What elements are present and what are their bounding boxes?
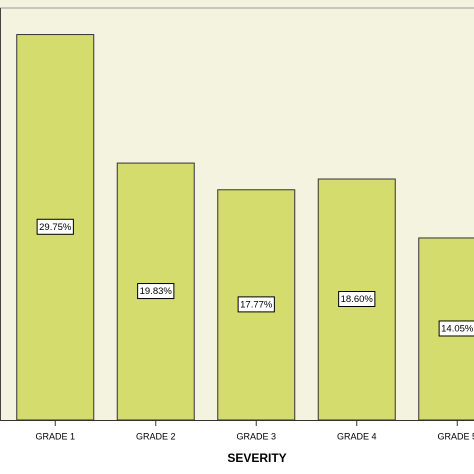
value-label: 18.60% <box>341 294 374 305</box>
value-label-box <box>237 296 275 313</box>
x-tick-label: GRADE 5 <box>437 431 474 441</box>
value-label-box <box>36 218 74 235</box>
value-label: 29.75% <box>39 222 72 233</box>
value-label-box <box>137 283 175 300</box>
x-axis-title: SEVERITY <box>227 451 286 465</box>
value-label: 19.83% <box>140 286 173 297</box>
x-tick-label: GRADE 3 <box>236 431 276 441</box>
x-tick-label: GRADE 2 <box>136 431 176 441</box>
value-label-box <box>338 291 376 308</box>
value-label-box <box>438 320 474 337</box>
value-label: 17.77% <box>240 299 273 310</box>
x-tick-label: GRADE 4 <box>337 431 377 441</box>
x-tick-label: GRADE 1 <box>35 431 75 441</box>
value-label: 14.05% <box>441 323 474 334</box>
